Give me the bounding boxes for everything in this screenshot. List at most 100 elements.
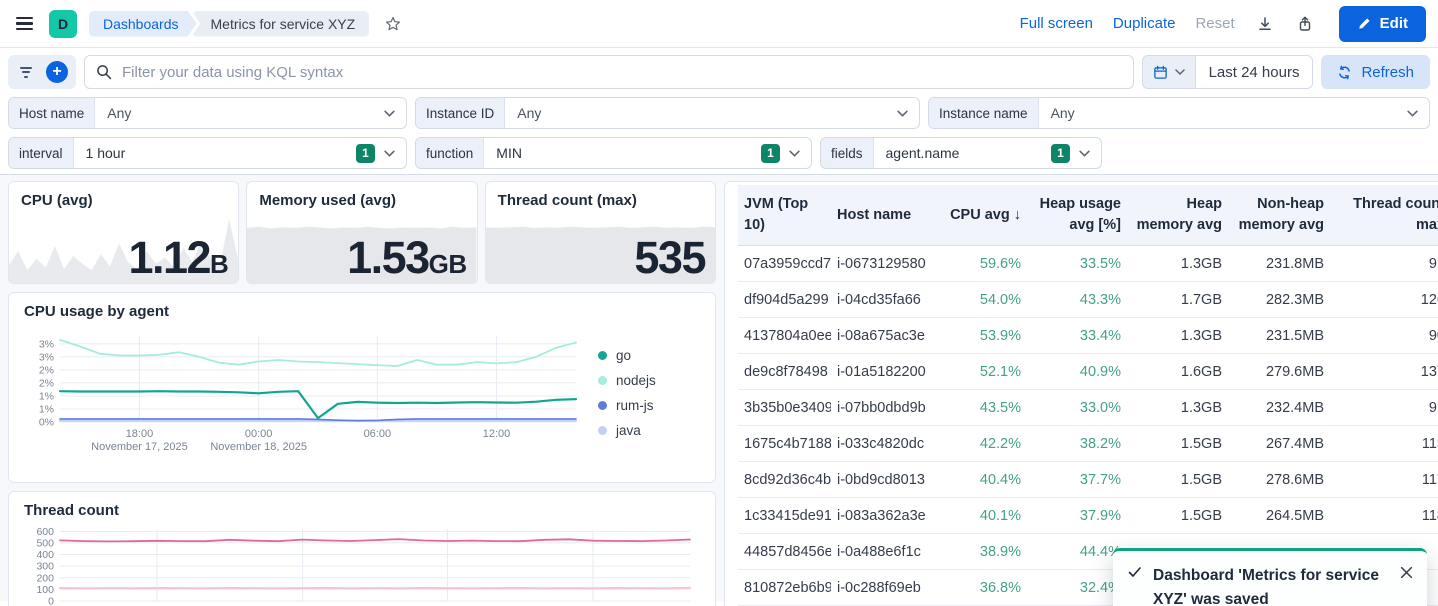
control-interval[interactable]: interval 1 hour 1: [8, 137, 407, 169]
table-cell: 282.3MB: [1228, 282, 1330, 318]
table-cell: 118: [1330, 498, 1438, 534]
selection-count-badge: 1: [761, 144, 780, 163]
table-cell: 137: [1330, 354, 1438, 390]
table-cell: 44857d8456e: [738, 534, 831, 570]
metric-value: 535: [634, 235, 705, 280]
table-cell: 1.6GB: [1127, 354, 1228, 390]
menu-icon[interactable]: [12, 13, 37, 34]
refresh-button[interactable]: Refresh: [1321, 55, 1430, 89]
table-cell: 37.7%: [1027, 462, 1127, 498]
table-cell: 54.0%: [935, 282, 1027, 318]
table-cell: 231.5MB: [1228, 318, 1330, 354]
time-picker: Last 24 hours: [1142, 55, 1314, 89]
breadcrumb-dashboards[interactable]: Dashboards: [89, 11, 197, 37]
table-cell: i-07bb0dbd9b: [831, 390, 935, 426]
table-cell: 267.4MB: [1228, 426, 1330, 462]
control-label: Host name: [9, 98, 95, 128]
table-cell: 36.8%: [935, 570, 1027, 606]
table-cell: 43.5%: [935, 390, 1027, 426]
table-row: 4137804a0eei-08a675ac3e53.9%33.4%1.3GB23…: [738, 318, 1438, 354]
reset-button[interactable]: Reset: [1195, 15, 1234, 32]
check-icon: [1127, 564, 1143, 580]
control-host-name[interactable]: Host name Any: [8, 97, 407, 129]
control-label: Instance ID: [416, 98, 505, 128]
duplicate-button[interactable]: Duplicate: [1113, 15, 1176, 32]
legend-item-rum-js[interactable]: rum-js: [598, 398, 656, 413]
table-cell: 32.4%: [1027, 570, 1127, 606]
table-cell: 40.9%: [1027, 354, 1127, 390]
close-icon[interactable]: [1398, 564, 1415, 581]
filter-icon[interactable]: [16, 67, 36, 78]
table-cell: 232.4MB: [1228, 390, 1330, 426]
share-icon[interactable]: [1295, 14, 1315, 34]
panel-title: Memory used (avg): [247, 182, 476, 219]
column-header[interactable]: Heap memory avg: [1127, 185, 1228, 246]
table-cell: 52.1%: [935, 354, 1027, 390]
table-row: 1c33415de91i-083a362a3e40.1%37.9%1.5GB26…: [738, 498, 1438, 534]
download-icon[interactable]: [1255, 14, 1275, 34]
table-cell: 1675c4b7188: [738, 426, 831, 462]
legend-dot: [598, 426, 607, 435]
table-cell: 40.1%: [935, 498, 1027, 534]
kql-search-input[interactable]: [122, 64, 1122, 81]
table-cell: 1.5GB: [1127, 426, 1228, 462]
calendar-icon: [1153, 65, 1168, 80]
control-fields[interactable]: fields agent.name 1: [820, 137, 1102, 169]
legend-item-go[interactable]: go: [598, 348, 656, 363]
table-cell: 1.5GB: [1127, 498, 1228, 534]
time-range-value[interactable]: Last 24 hours: [1195, 56, 1313, 88]
legend-item-java[interactable]: java: [598, 423, 656, 438]
full-screen-button[interactable]: Full screen: [1020, 15, 1093, 32]
edit-button[interactable]: Edit: [1339, 6, 1426, 42]
table-cell: i-04cd35fa66: [831, 282, 935, 318]
column-header[interactable]: JVM (Top 10): [738, 185, 831, 246]
save-success-toast: Dashboard 'Metrics for service XYZ' was …: [1113, 548, 1427, 606]
legend-item-nodejs[interactable]: nodejs: [598, 373, 656, 388]
column-header[interactable]: Heap usage avg [%]: [1027, 185, 1127, 246]
table-cell: 38.2%: [1027, 426, 1127, 462]
control-function[interactable]: function MIN 1: [415, 137, 812, 169]
control-instance-name[interactable]: Instance name Any: [928, 97, 1430, 129]
column-header[interactable]: Thread count max: [1330, 185, 1438, 246]
toast-message: Dashboard 'Metrics for service XYZ' was …: [1153, 564, 1388, 606]
calendar-menu-button[interactable]: [1143, 56, 1195, 88]
panel-title: Thread count (max): [486, 182, 715, 219]
query-bar: + Last 24 hours Refresh: [0, 48, 1438, 95]
thread_count-canvas: 0100200300400500600: [24, 523, 700, 606]
column-header[interactable]: CPU avg ↓: [935, 185, 1027, 246]
svg-text:1%: 1%: [39, 390, 54, 402]
svg-text:November 17, 2025: November 17, 2025: [91, 441, 188, 453]
control-value: agent.name: [874, 145, 1051, 161]
table-cell: 1.3GB: [1127, 390, 1228, 426]
favorite-star-icon[interactable]: [383, 14, 403, 34]
table-cell: 53.9%: [935, 318, 1027, 354]
table-row: df904d5a299i-04cd35fa6654.0%43.3%1.7GB28…: [738, 282, 1438, 318]
kql-search-bar[interactable]: [84, 55, 1134, 89]
table-cell: de9c8f78498: [738, 354, 831, 390]
control-value: MIN: [484, 145, 761, 161]
control-instance-id[interactable]: Instance ID Any: [415, 97, 920, 129]
space-avatar[interactable]: D: [49, 10, 77, 38]
legend-dot: [598, 376, 607, 385]
table-cell: 4137804a0ee: [738, 318, 831, 354]
legend-label: rum-js: [616, 398, 654, 413]
table-row: de9c8f78498i-01a518220052.1%40.9%1.6GB27…: [738, 354, 1438, 390]
table-cell: i-08a675ac3e: [831, 318, 935, 354]
svg-text:18:00: 18:00: [126, 428, 154, 440]
control-label: fields: [821, 138, 874, 168]
legend-label: java: [616, 423, 641, 438]
dashboard-grid: CPU (avg) 1.12B Memory used (avg) 1.53GB…: [0, 175, 1438, 601]
table-cell: i-033c4820dc: [831, 426, 935, 462]
table-cell: 1.5GB: [1127, 462, 1228, 498]
control-label: Instance name: [929, 98, 1039, 128]
add-filter-icon[interactable]: +: [46, 61, 68, 83]
table-cell: i-0bd9cd8013: [831, 462, 935, 498]
panel-title: CPU (avg): [9, 182, 238, 219]
chevron-down-icon: [897, 110, 908, 117]
table-row: 1675c4b7188i-033c4820dc42.2%38.2%1.5GB26…: [738, 426, 1438, 462]
column-header[interactable]: Non-heap memory avg: [1228, 185, 1330, 246]
table-cell: 231.8MB: [1228, 246, 1330, 282]
table-cell: 59.6%: [935, 246, 1027, 282]
column-header[interactable]: Host name: [831, 185, 935, 246]
legend-dot: [598, 401, 607, 410]
